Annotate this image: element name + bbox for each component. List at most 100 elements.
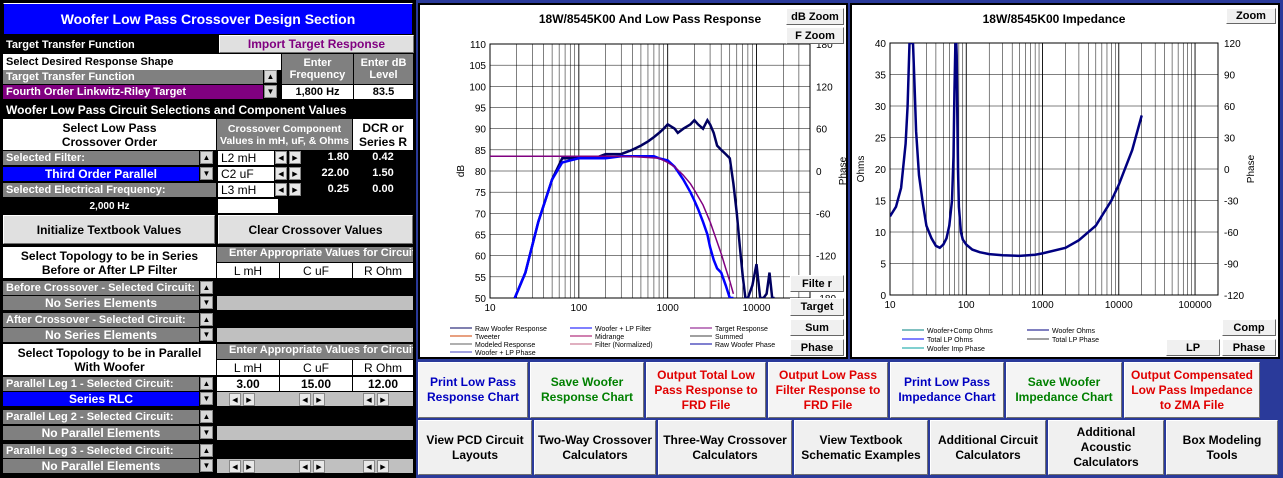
scroll-up-icon[interactable]: ▲ bbox=[264, 70, 277, 83]
component-dcr[interactable]: 0.42 bbox=[353, 151, 413, 165]
scroll-up-icon[interactable]: ▲ bbox=[200, 281, 213, 294]
x-tick-label: 100 bbox=[958, 300, 975, 311]
filter-select[interactable]: Third Order Parallel bbox=[3, 167, 199, 181]
component-dcr[interactable]: 1.50 bbox=[353, 167, 413, 181]
y-tick-label: 55 bbox=[475, 273, 487, 284]
frequency-input[interactable]: 1,800 Hz bbox=[282, 85, 353, 99]
calculator-button-0[interactable]: View PCD Circuit Layouts bbox=[418, 420, 532, 475]
component-value[interactable]: 22.00 bbox=[303, 167, 352, 181]
db-zoom-button[interactable]: dB Zoom bbox=[786, 8, 844, 25]
phase-toggle-button[interactable]: Phase bbox=[1222, 339, 1276, 356]
leg1-select[interactable]: Series RLC bbox=[3, 392, 199, 406]
clear-crossover-button[interactable]: Clear Crossover Values bbox=[218, 215, 413, 244]
decrement-icon[interactable]: ◀ bbox=[299, 460, 311, 473]
action-button-4[interactable]: Print Low Pass Impedance Chart bbox=[890, 362, 1004, 418]
filter-toggle-button[interactable]: Filte r bbox=[790, 275, 844, 292]
y-tick-label: 90 bbox=[475, 125, 487, 136]
component-value[interactable]: 0.25 bbox=[303, 183, 352, 197]
increment-icon[interactable]: ▶ bbox=[313, 460, 325, 473]
decrement-icon[interactable]: ◀ bbox=[275, 167, 287, 180]
y-tick-label: 20 bbox=[875, 165, 887, 176]
action-button-5[interactable]: Save Woofer Impedance Chart bbox=[1006, 362, 1122, 418]
y2-tick-label: 0 bbox=[1224, 165, 1230, 176]
sum-toggle-button[interactable]: Sum bbox=[790, 319, 844, 336]
dropdown-arrow-icon[interactable]: ▼ bbox=[200, 426, 213, 439]
dropdown-arrow-icon[interactable]: ▼ bbox=[200, 328, 213, 341]
decrement-icon[interactable]: ◀ bbox=[363, 460, 375, 473]
comp-toggle-button[interactable]: Comp bbox=[1222, 319, 1276, 336]
leg3-select[interactable]: No Parallel Elements bbox=[3, 459, 199, 473]
dropdown-arrow-icon[interactable]: ▼ bbox=[200, 392, 213, 405]
action-button-2[interactable]: Output Total Low Pass Response to FRD Fi… bbox=[646, 362, 766, 418]
x-tick-label: 1000 bbox=[1031, 300, 1054, 311]
series-topology-label: Select Topology to be in Series Before or… bbox=[3, 247, 216, 278]
dropdown-arrow-icon[interactable]: ▼ bbox=[200, 167, 213, 180]
component-value[interactable]: 1.80 bbox=[303, 151, 352, 165]
increment-icon[interactable]: ▶ bbox=[377, 393, 389, 406]
lp-toggle-button[interactable]: LP bbox=[1166, 339, 1220, 356]
action-button-6[interactable]: Output Compensated Low Pass Impedance to… bbox=[1124, 362, 1260, 418]
calculator-button-6[interactable]: Box Modeling Tools bbox=[1166, 420, 1278, 475]
dropdown-arrow-icon[interactable]: ▼ bbox=[200, 296, 213, 309]
parallel-h1: Select Topology to be in Parallel bbox=[17, 345, 202, 360]
zoom-button[interactable]: Zoom bbox=[1226, 8, 1276, 24]
chart-title: 18W/8545K00 And Low Pass Response bbox=[539, 12, 762, 26]
dcr-h2: Series R bbox=[358, 134, 408, 149]
decrement-icon[interactable]: ◀ bbox=[363, 393, 375, 406]
action-button-1[interactable]: Save Woofer Response Chart bbox=[530, 362, 644, 418]
increment-icon[interactable]: ▶ bbox=[289, 167, 301, 180]
leg2-values-row bbox=[217, 426, 413, 440]
decrement-icon[interactable]: ◀ bbox=[229, 393, 241, 406]
target-select[interactable]: Fourth Order Linkwitz-Riley Target bbox=[3, 85, 263, 99]
leg1-r-value[interactable]: 12.00 bbox=[353, 377, 413, 391]
comp-h1: Crossover Component bbox=[227, 122, 342, 135]
component-name: L3 mH bbox=[218, 183, 274, 197]
db-level-input[interactable]: 83.5 bbox=[354, 85, 413, 99]
scroll-up-icon[interactable]: ▲ bbox=[200, 151, 213, 164]
leg2-select[interactable]: No Parallel Elements bbox=[3, 426, 199, 440]
decrement-icon[interactable]: ◀ bbox=[275, 151, 287, 164]
action-button-3[interactable]: Output Low Pass Filter Response to FRD F… bbox=[768, 362, 888, 418]
leg1-c-value[interactable]: 15.00 bbox=[280, 377, 352, 391]
scroll-up-icon[interactable]: ▲ bbox=[200, 444, 213, 457]
component-dcr[interactable]: 0.00 bbox=[353, 183, 413, 197]
y2-tick-label: 60 bbox=[816, 125, 828, 136]
phase-toggle-button[interactable]: Phase bbox=[790, 339, 844, 356]
dropdown-arrow-icon[interactable]: ▼ bbox=[264, 85, 277, 98]
y-tick-label: 100 bbox=[469, 82, 486, 93]
calculator-button-4[interactable]: Additional Circuit Calculators bbox=[930, 420, 1046, 475]
increment-icon[interactable]: ▶ bbox=[377, 460, 389, 473]
calculator-button-2[interactable]: Three-Way Crossover Calculators bbox=[658, 420, 792, 475]
initialize-textbook-button[interactable]: Initialize Textbook Values bbox=[3, 215, 215, 244]
scroll-up-icon[interactable]: ▲ bbox=[200, 313, 213, 326]
scroll-up-icon[interactable]: ▲ bbox=[200, 377, 213, 390]
y-tick-label: 60 bbox=[475, 252, 487, 263]
leg1-l-value[interactable]: 3.00 bbox=[217, 377, 279, 391]
increment-icon[interactable]: ▶ bbox=[313, 393, 325, 406]
calculator-button-3[interactable]: View Textbook Schematic Examples bbox=[794, 420, 928, 475]
dcr-h1: DCR or bbox=[362, 120, 404, 135]
response-chart-panel: 18W/8545K00 And Low Pass Response 50 55 60 6… bbox=[418, 3, 848, 359]
calculator-button-5[interactable]: Additional Acoustic Calculators bbox=[1048, 420, 1164, 475]
action-button-0[interactable]: Print Low Pass Response Chart bbox=[418, 362, 528, 418]
f-zoom-button[interactable]: F Zoom bbox=[786, 27, 844, 44]
after-crossover-select[interactable]: No Series Elements bbox=[3, 328, 199, 342]
import-target-button[interactable]: Import Target Response bbox=[219, 35, 414, 53]
increment-icon[interactable]: ▶ bbox=[243, 393, 255, 406]
decrement-icon[interactable]: ◀ bbox=[299, 393, 311, 406]
after-crossover-label: After Crossover - Selected Circuit: bbox=[3, 313, 199, 327]
y-tick-label: 95 bbox=[475, 104, 487, 115]
increment-icon[interactable]: ▶ bbox=[289, 151, 301, 164]
before-crossover-select[interactable]: No Series Elements bbox=[3, 296, 199, 310]
increment-icon[interactable]: ▶ bbox=[289, 183, 301, 196]
increment-icon[interactable]: ▶ bbox=[243, 460, 255, 473]
calculator-button-1[interactable]: Two-Way Crossover Calculators bbox=[534, 420, 656, 475]
circuit-header: Woofer Low Pass Circuit Selections and C… bbox=[3, 101, 413, 118]
dropdown-arrow-icon[interactable]: ▼ bbox=[200, 459, 213, 472]
decrement-icon[interactable]: ◀ bbox=[275, 183, 287, 196]
leg3-spinners: ◀ ▶ ◀ ▶ ◀ ▶ bbox=[217, 459, 413, 473]
y2-tick-label: 90 bbox=[1224, 71, 1236, 82]
scroll-up-icon[interactable]: ▲ bbox=[200, 410, 213, 423]
target-toggle-button[interactable]: Target bbox=[790, 298, 844, 316]
decrement-icon[interactable]: ◀ bbox=[229, 460, 241, 473]
